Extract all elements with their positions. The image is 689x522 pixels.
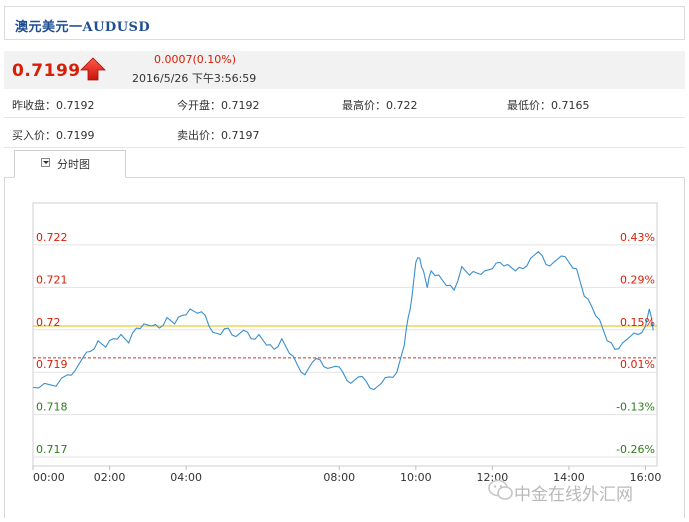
- y-tick-label: 0.722: [36, 231, 68, 244]
- percent-tick-label: 0.43%: [620, 231, 655, 244]
- percent-tick-labels: 0.43% 0.29% 0.15% 0.01% -0.13% -0.26%: [616, 231, 655, 456]
- low-stat: 最低价：0.7165: [507, 99, 590, 112]
- y-tick-labels: 0.722 0.721 0.72 0.719 0.718 0.717: [36, 231, 68, 456]
- x-tick-label: 14:00: [553, 471, 585, 484]
- percent-tick-label: 0.01%: [620, 358, 655, 371]
- open-stat: 今开盘：0.7192: [177, 99, 260, 112]
- y-tick-label: 0.721: [36, 273, 68, 286]
- watermark-text: 中金在线外汇网: [514, 485, 633, 505]
- x-tick-label: 02:00: [94, 471, 126, 484]
- tab-intraday-chart[interactable]: 分时图: [14, 150, 126, 178]
- y-tick-label: 0.719: [36, 358, 68, 371]
- stats-row-1: 昨收盘：0.7192 今开盘：0.7192 最高价：0.722 最低价：0.71…: [4, 89, 685, 118]
- percent-tick-label: -0.13%: [616, 401, 655, 414]
- stats-row-2: 买入价：0.7199 卖出价：0.7197: [4, 119, 685, 148]
- wechat-icon: [488, 479, 513, 500]
- x-tick-label: 00:00: [33, 471, 65, 484]
- reference-lines: [33, 325, 657, 359]
- bid-stat: 买入价：0.7199: [12, 129, 95, 142]
- y-tick-label: 0.718: [36, 401, 68, 414]
- page-title: 澳元美元一AUDUSD: [15, 20, 151, 35]
- percent-tick-label: -0.26%: [616, 443, 655, 456]
- chart-panel: [4, 177, 685, 518]
- quote-bar: 0.7199 0.0007(0.10%) 2016/5/26 下午3:56:59: [4, 51, 685, 89]
- x-tick-label: 16:00: [630, 471, 662, 484]
- dropdown-toggle-icon[interactable]: [41, 158, 50, 167]
- x-tick-label: 04:00: [170, 471, 202, 484]
- price-change: 0.0007(0.10%): [154, 53, 237, 66]
- x-tick-labels: 00:00 02:00 04:00 08:00 10:00 12:00 14:00 16:00: [32, 466, 662, 484]
- tab-strip: 分时图: [4, 150, 685, 178]
- current-price: 0.7199: [12, 61, 81, 81]
- percent-tick-label: 0.15%: [620, 316, 655, 329]
- quote-timestamp: 2016/5/26 下午3:56:59: [132, 72, 257, 85]
- percent-tick-label: 0.29%: [620, 273, 655, 286]
- prev-close-stat: 昨收盘：0.7192: [12, 99, 95, 112]
- y-tick-label: 0.717: [36, 443, 68, 456]
- grid-layer: [33, 244, 657, 458]
- x-tick-label: 10:00: [400, 471, 432, 484]
- price-series-line: [32, 251, 654, 391]
- high-stat: 最高价：0.722: [342, 99, 418, 112]
- ask-stat: 卖出价：0.7197: [177, 129, 260, 142]
- title-bar: 澳元美元一AUDUSD: [4, 6, 685, 40]
- x-tick-label: 08:00: [323, 471, 355, 484]
- plot-frame: [32, 202, 658, 467]
- arrow-up-icon: [80, 57, 106, 81]
- y-tick-label: 0.72: [36, 316, 61, 329]
- tab-intraday-label: 分时图: [57, 158, 90, 171]
